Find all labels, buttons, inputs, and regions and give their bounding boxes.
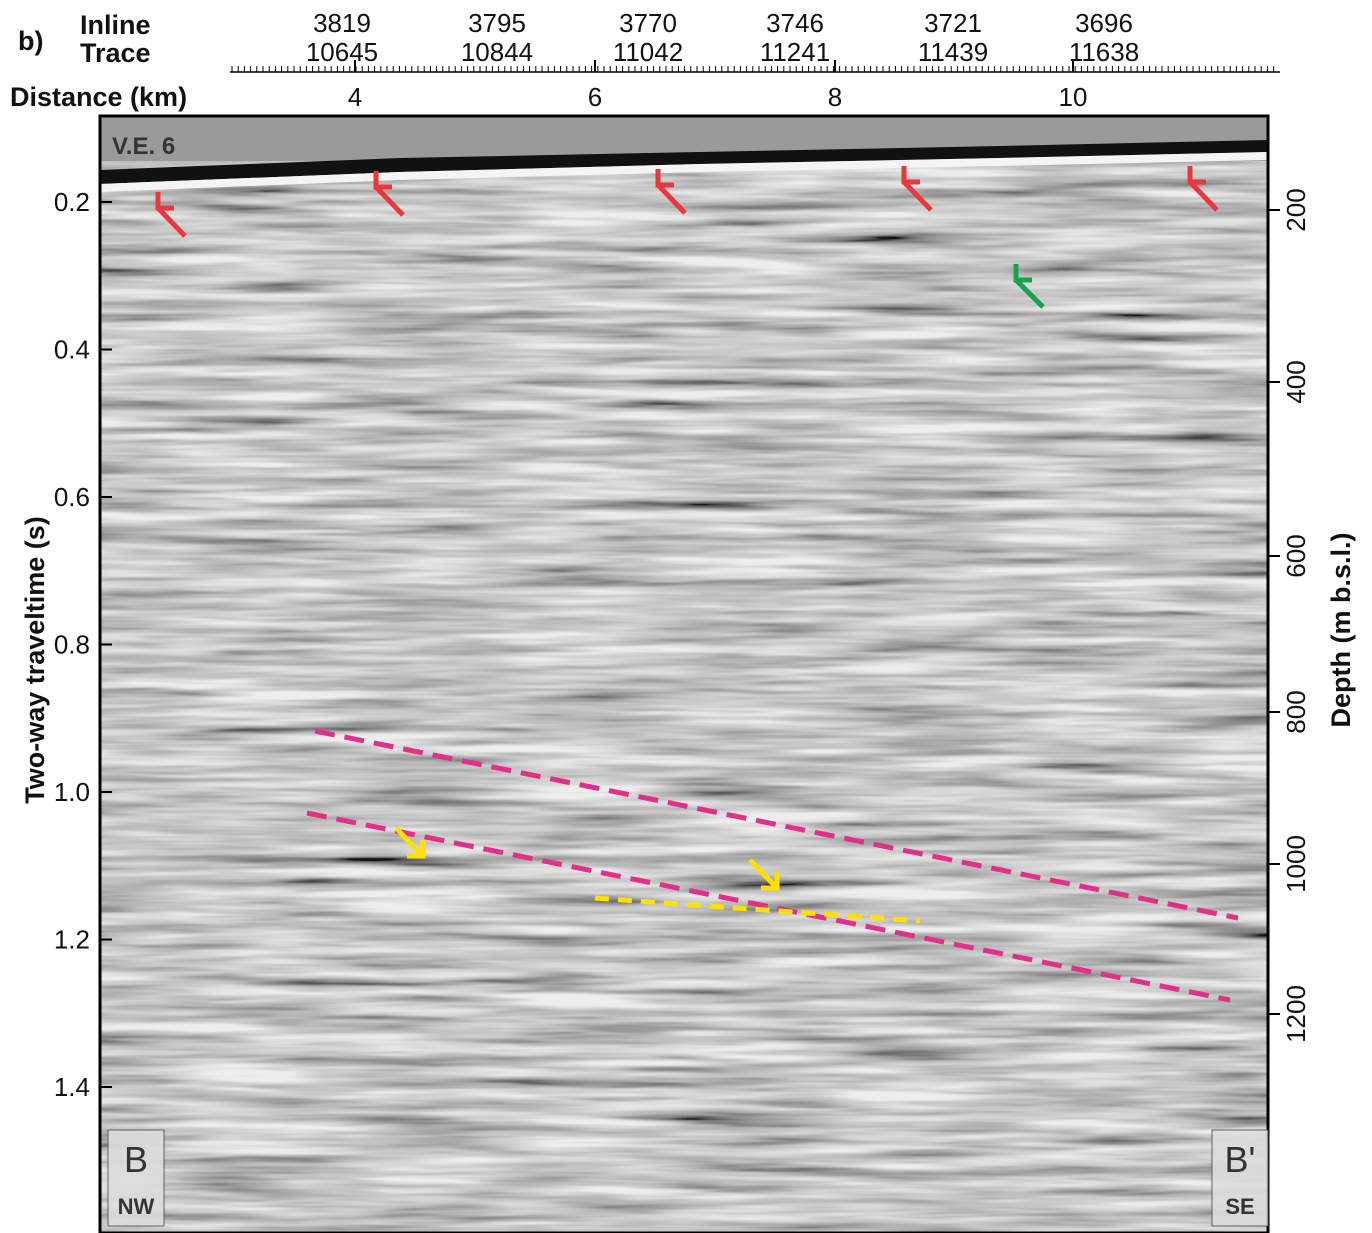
distance-tick-label: 8 xyxy=(828,82,842,112)
left-axis-title: Two-way traveltime (s) xyxy=(20,516,50,804)
trace-label: Trace xyxy=(80,38,151,68)
depth-tick-label: 1000 xyxy=(1281,835,1311,893)
green-arrow xyxy=(1013,264,1045,309)
inline-value: 3795 xyxy=(468,8,526,38)
twt-tick-label: 1.0 xyxy=(54,777,90,807)
horizon-line xyxy=(314,728,1239,921)
twt-tick-label: 1.2 xyxy=(54,925,90,955)
yellow-arrows xyxy=(394,826,780,891)
twt-tick-label: 1.4 xyxy=(54,1072,90,1102)
seismic-section xyxy=(100,116,1268,1233)
end-letter: B' xyxy=(1225,1139,1256,1180)
distance-label: Distance (km) xyxy=(10,82,187,112)
depth-tick-label: 800 xyxy=(1281,690,1311,733)
trace-value: 11042 xyxy=(613,37,683,67)
ve-box xyxy=(106,128,194,158)
twt-tick-label: 0.6 xyxy=(54,482,90,512)
ve-label: V.E. 6 xyxy=(112,133,175,160)
inline-value: 3770 xyxy=(619,8,677,38)
reflector-line xyxy=(594,895,921,924)
inline-value: 3819 xyxy=(313,8,371,38)
start-dir: NW xyxy=(118,1194,155,1219)
inline-value: 3721 xyxy=(924,8,982,38)
trace-value: 11638 xyxy=(1069,37,1139,67)
end-box xyxy=(1211,1129,1269,1227)
panel-label: b) xyxy=(18,26,43,56)
trace-value: 11439 xyxy=(918,37,988,67)
markers xyxy=(155,166,1239,1003)
depth-tick-label: 400 xyxy=(1281,360,1311,403)
twt-tick-label: 0.4 xyxy=(54,335,90,365)
horizon-line xyxy=(306,810,1231,1003)
inline-value: 3746 xyxy=(766,8,824,38)
depth-tick-label: 200 xyxy=(1281,188,1311,231)
end-dir: SE xyxy=(1225,1194,1254,1219)
right-axis-title: Depth (m b.s.l.) xyxy=(1326,533,1356,728)
distance-tick-label: 4 xyxy=(348,82,362,112)
twt-tick-label: 0.8 xyxy=(54,630,90,660)
distance-tick-label: 10 xyxy=(1059,82,1088,112)
start-letter: B xyxy=(124,1139,148,1180)
inline-value: 3696 xyxy=(1075,8,1133,38)
depth-tick-label: 1200 xyxy=(1281,985,1311,1043)
red-arrows xyxy=(155,166,1219,238)
trace-value: 10645 xyxy=(306,37,378,67)
trace-value: 11241 xyxy=(760,37,830,67)
twt-tick-label: 0.2 xyxy=(54,187,90,217)
start-box xyxy=(107,1129,165,1227)
scale-ruler xyxy=(231,66,1275,72)
inline-label: Inline xyxy=(80,10,151,40)
trace-value: 10844 xyxy=(461,37,533,67)
depth-tick-label: 600 xyxy=(1281,534,1311,577)
distance-tick-label: 6 xyxy=(588,82,602,112)
